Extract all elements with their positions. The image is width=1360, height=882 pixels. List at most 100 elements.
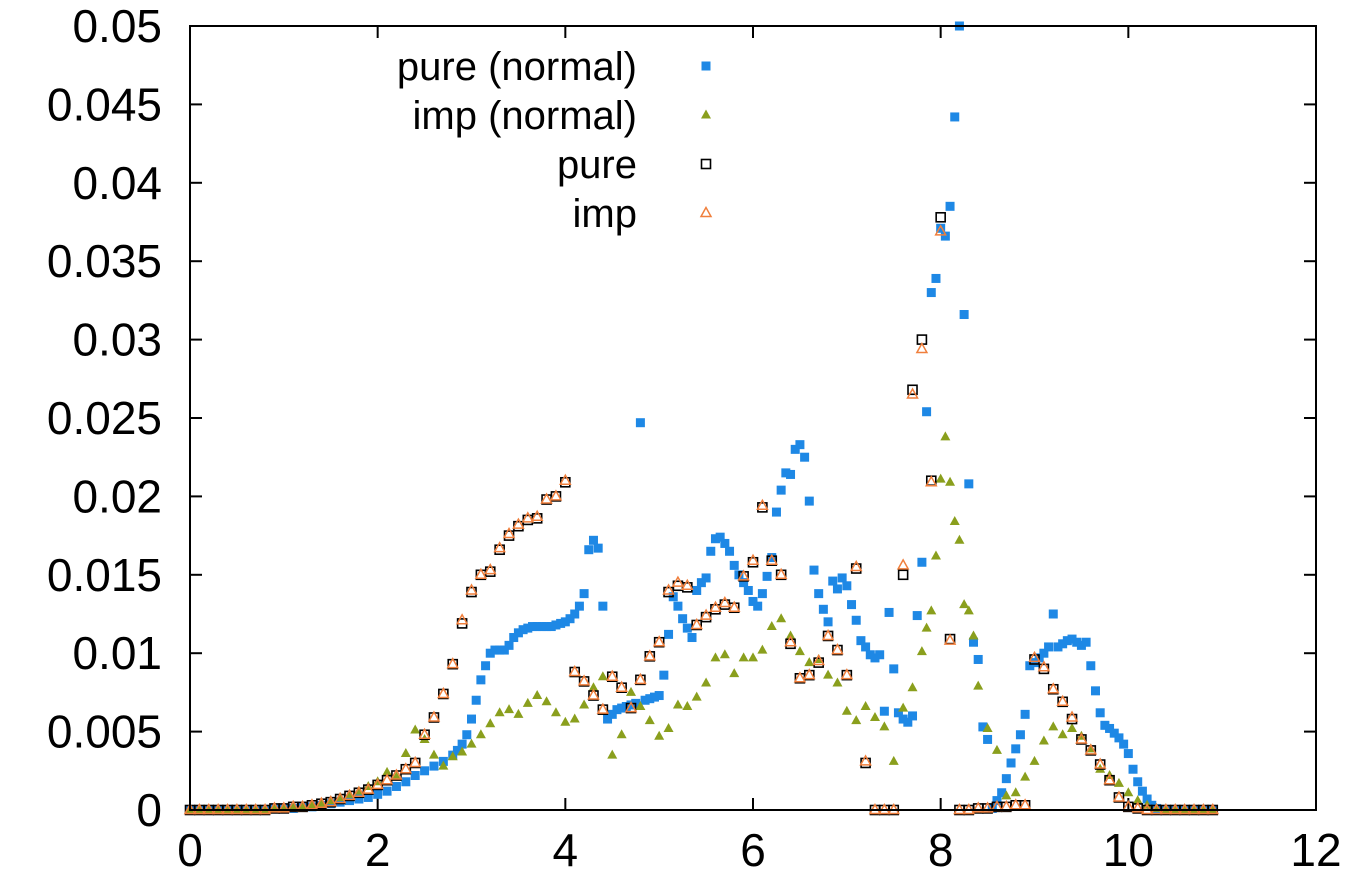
legend-marker-pure <box>700 158 712 170</box>
point-pure-normal-32 <box>467 714 476 724</box>
y-tick-0-label: 0 <box>136 784 162 836</box>
point-imp-56 <box>709 600 722 612</box>
point-pure-normal-155 <box>1044 642 1054 652</box>
point-imp-normal-24 <box>410 724 421 734</box>
point-imp-normal-14 <box>316 798 327 808</box>
point-imp-normal-61 <box>757 644 768 654</box>
point-imp-normal-41 <box>569 713 580 723</box>
point-imp-80 <box>934 224 947 236</box>
point-pure-normal-146 <box>1001 774 1011 784</box>
point-imp-normal-42 <box>579 699 590 709</box>
point-imp-normal-82 <box>935 473 946 483</box>
series-3-points <box>183 224 1220 815</box>
point-imp-normal-37 <box>532 690 543 700</box>
point-pure-normal-114 <box>851 615 861 625</box>
point-imp-normal-97 <box>1038 735 1049 745</box>
point-imp-normal-78 <box>916 646 927 656</box>
point-pure-normal-76 <box>673 601 683 611</box>
point-imp-normal-21 <box>382 766 393 776</box>
point-imp-normal-79 <box>921 622 932 632</box>
point-pure-normal-119 <box>875 650 885 660</box>
point-imp-normal-31 <box>475 729 486 739</box>
series-1-points <box>185 431 1218 814</box>
point-imp-normal-105 <box>1113 777 1124 787</box>
point-pure-normal-101 <box>790 444 800 454</box>
point-pure-normal-121 <box>884 607 894 617</box>
point-imp-30 <box>465 583 478 595</box>
point-imp-normal-84 <box>945 476 956 486</box>
point-pure-normal-137 <box>959 310 969 320</box>
point-imp-normal-76 <box>898 702 909 712</box>
point-imp-25 <box>418 727 431 739</box>
point-imp-65 <box>793 671 807 683</box>
point-imp-normal-52 <box>672 699 683 709</box>
point-imp-normal-27 <box>438 760 449 770</box>
point-pure-normal-151 <box>1025 661 1035 671</box>
point-pure-normal-44 <box>523 623 533 633</box>
point-pure-normal-72 <box>654 691 664 701</box>
point-imp-normal-29 <box>457 746 468 756</box>
point-pure-normal-63 <box>612 705 622 715</box>
point-imp-43 <box>587 688 600 700</box>
point-pure-normal-23 <box>401 777 411 787</box>
point-imp-normal-71 <box>851 715 862 725</box>
point-pure-normal-86 <box>720 538 730 548</box>
point-imp-normal-95 <box>1020 771 1031 781</box>
point-imp-17 <box>343 788 356 801</box>
point-imp-normal-33 <box>494 707 505 717</box>
point-pure-normal-147 <box>1006 758 1016 768</box>
point-imp-45 <box>605 669 619 681</box>
y-tick-0.02-label: 0.02 <box>72 470 162 522</box>
point-imp-60 <box>746 553 760 565</box>
y-tick-0.01-label: 0.01 <box>72 627 162 679</box>
point-pure-77 <box>907 384 918 396</box>
point-pure-normal-102 <box>795 440 805 450</box>
point-imp-normal-70 <box>841 705 852 715</box>
point-imp-96 <box>1084 743 1098 755</box>
point-imp-31 <box>474 567 488 580</box>
point-imp-normal-88 <box>963 605 974 615</box>
point-pure-normal-31 <box>462 730 472 740</box>
point-pure-normal-139 <box>969 637 979 647</box>
point-pure-normal-37 <box>490 645 500 655</box>
point-pure-normal-66 <box>626 700 636 710</box>
point-imp-68 <box>821 628 835 641</box>
point-pure-normal-54 <box>570 609 580 619</box>
point-imp-normal-85 <box>949 515 960 525</box>
point-imp-normal-94 <box>1010 787 1021 797</box>
point-pure-normal-41 <box>509 633 519 643</box>
point-imp-98 <box>1103 773 1116 785</box>
point-imp-normal-90 <box>973 680 984 690</box>
point-pure-normal-110 <box>832 584 842 594</box>
point-pure-normal-34 <box>476 675 486 685</box>
point-imp-77 <box>906 387 919 399</box>
point-imp-normal-28 <box>447 751 458 761</box>
point-pure-normal-91 <box>743 585 753 595</box>
point-imp-54 <box>690 617 703 630</box>
point-imp-normal-72 <box>860 701 871 711</box>
point-imp-normal-54 <box>691 691 702 701</box>
point-pure-normal-52 <box>560 617 570 627</box>
point-imp-normal-83 <box>940 431 951 441</box>
y-tick-0.05-label: 0.05 <box>72 0 162 52</box>
point-imp-59 <box>737 569 750 581</box>
point-pure-normal-59 <box>593 543 603 553</box>
point-imp-normal-96 <box>1029 755 1040 765</box>
legend-label-imp: imp <box>573 192 637 236</box>
point-pure-normal-145 <box>997 788 1007 798</box>
point-pure-normal-46 <box>532 622 542 632</box>
point-imp-84 <box>971 801 985 813</box>
point-imp-94 <box>1065 710 1079 722</box>
point-pure-normal-174 <box>1133 777 1143 787</box>
point-pure-normal-160 <box>1067 634 1077 644</box>
point-pure-normal-169 <box>1109 728 1119 738</box>
y-axis-ticks: 0 0.005 0.01 0.015 0.02 0.025 0.03 0.035 0.04 0.0… <box>47 0 1316 836</box>
point-imp-normal-13 <box>306 799 317 809</box>
point-imp-50 <box>652 635 666 647</box>
point-pure-normal-88 <box>729 560 739 570</box>
point-pure-normal-112 <box>842 581 852 591</box>
point-imp-normal-45 <box>607 749 618 759</box>
point-imp-normal-56 <box>710 652 721 662</box>
point-pure-normal-47 <box>537 622 547 632</box>
